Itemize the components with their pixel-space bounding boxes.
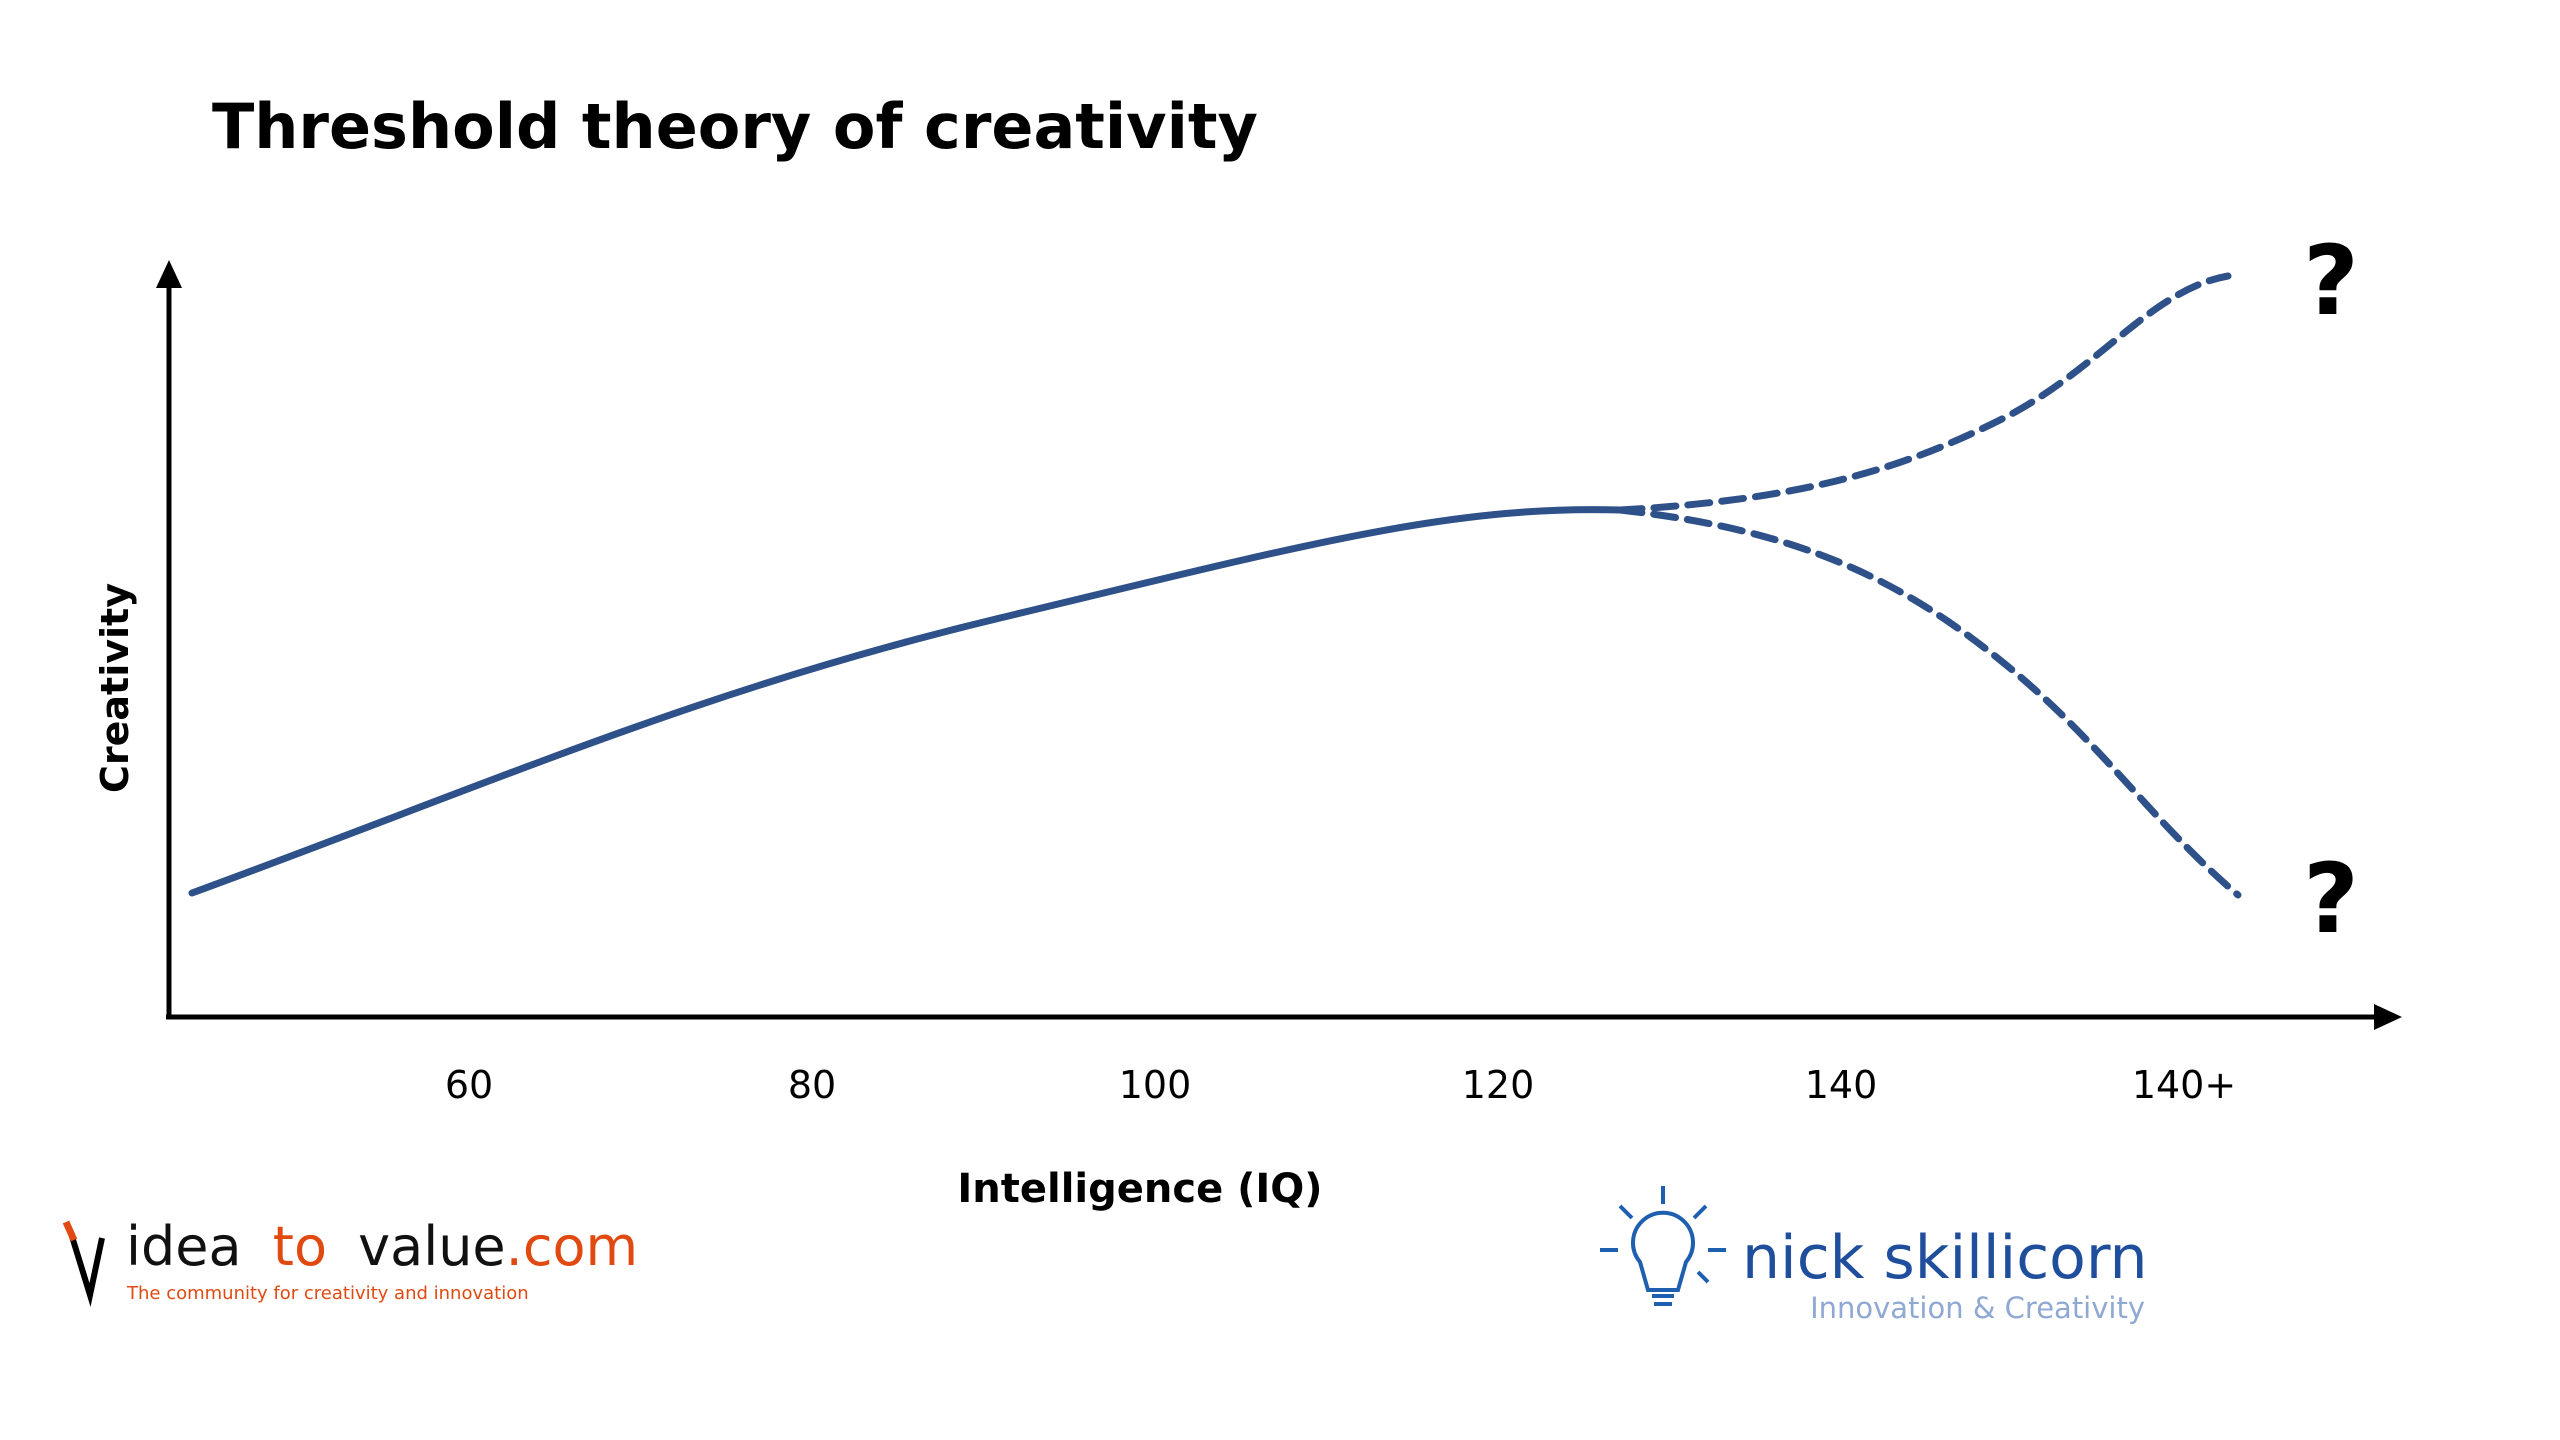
logo-tagline: The community for creativity and innovat…: [126, 1283, 529, 1304]
x-tick-label: 100: [1119, 1063, 1192, 1107]
chart-title: Threshold theory of creativity: [212, 90, 1258, 163]
annotation: ?: [2303, 225, 2359, 337]
upper-dashed-curve: [1616, 272, 2232, 514]
x-tick-label: 140+: [2132, 1063, 2236, 1107]
logo-part: value: [358, 1215, 506, 1278]
x-tick-label: 140: [1805, 1063, 1878, 1107]
logo-name: nick skillicorn: [1742, 1223, 2148, 1293]
logo-tagline: Innovation & Creativity: [1810, 1291, 2145, 1325]
lower-dashed-curve: [1616, 506, 2242, 899]
ray: [1692, 1204, 1708, 1220]
x-tick-label: 80: [788, 1063, 836, 1107]
x-axis-arrow: [2374, 1004, 2402, 1030]
logo-right: [1600, 1186, 1726, 1306]
bulb: [1631, 1210, 1695, 1292]
y-axis-arrow: [156, 260, 182, 288]
logo-part: idea: [126, 1215, 242, 1278]
logo-part: .com: [506, 1215, 639, 1278]
logo-mark: [67, 1229, 105, 1307]
logo-mark-accent: [62, 1220, 78, 1242]
logo-part: to: [273, 1215, 327, 1278]
curves: [188, 272, 2242, 899]
x-tick-label: 120: [1462, 1063, 1535, 1107]
x-tick-label: 60: [445, 1063, 493, 1107]
ray: [1618, 1204, 1634, 1220]
logo-left: idea to value.com The community for crea…: [62, 1215, 638, 1307]
logo-text: idea to value.com: [126, 1215, 638, 1278]
annotation: ?: [2303, 843, 2359, 955]
x-axis-label: Intelligence (IQ): [957, 1166, 1322, 1212]
y-axis-label: Creativity: [93, 583, 137, 793]
ray: [1696, 1270, 1710, 1284]
solid-curve: [188, 506, 1624, 897]
